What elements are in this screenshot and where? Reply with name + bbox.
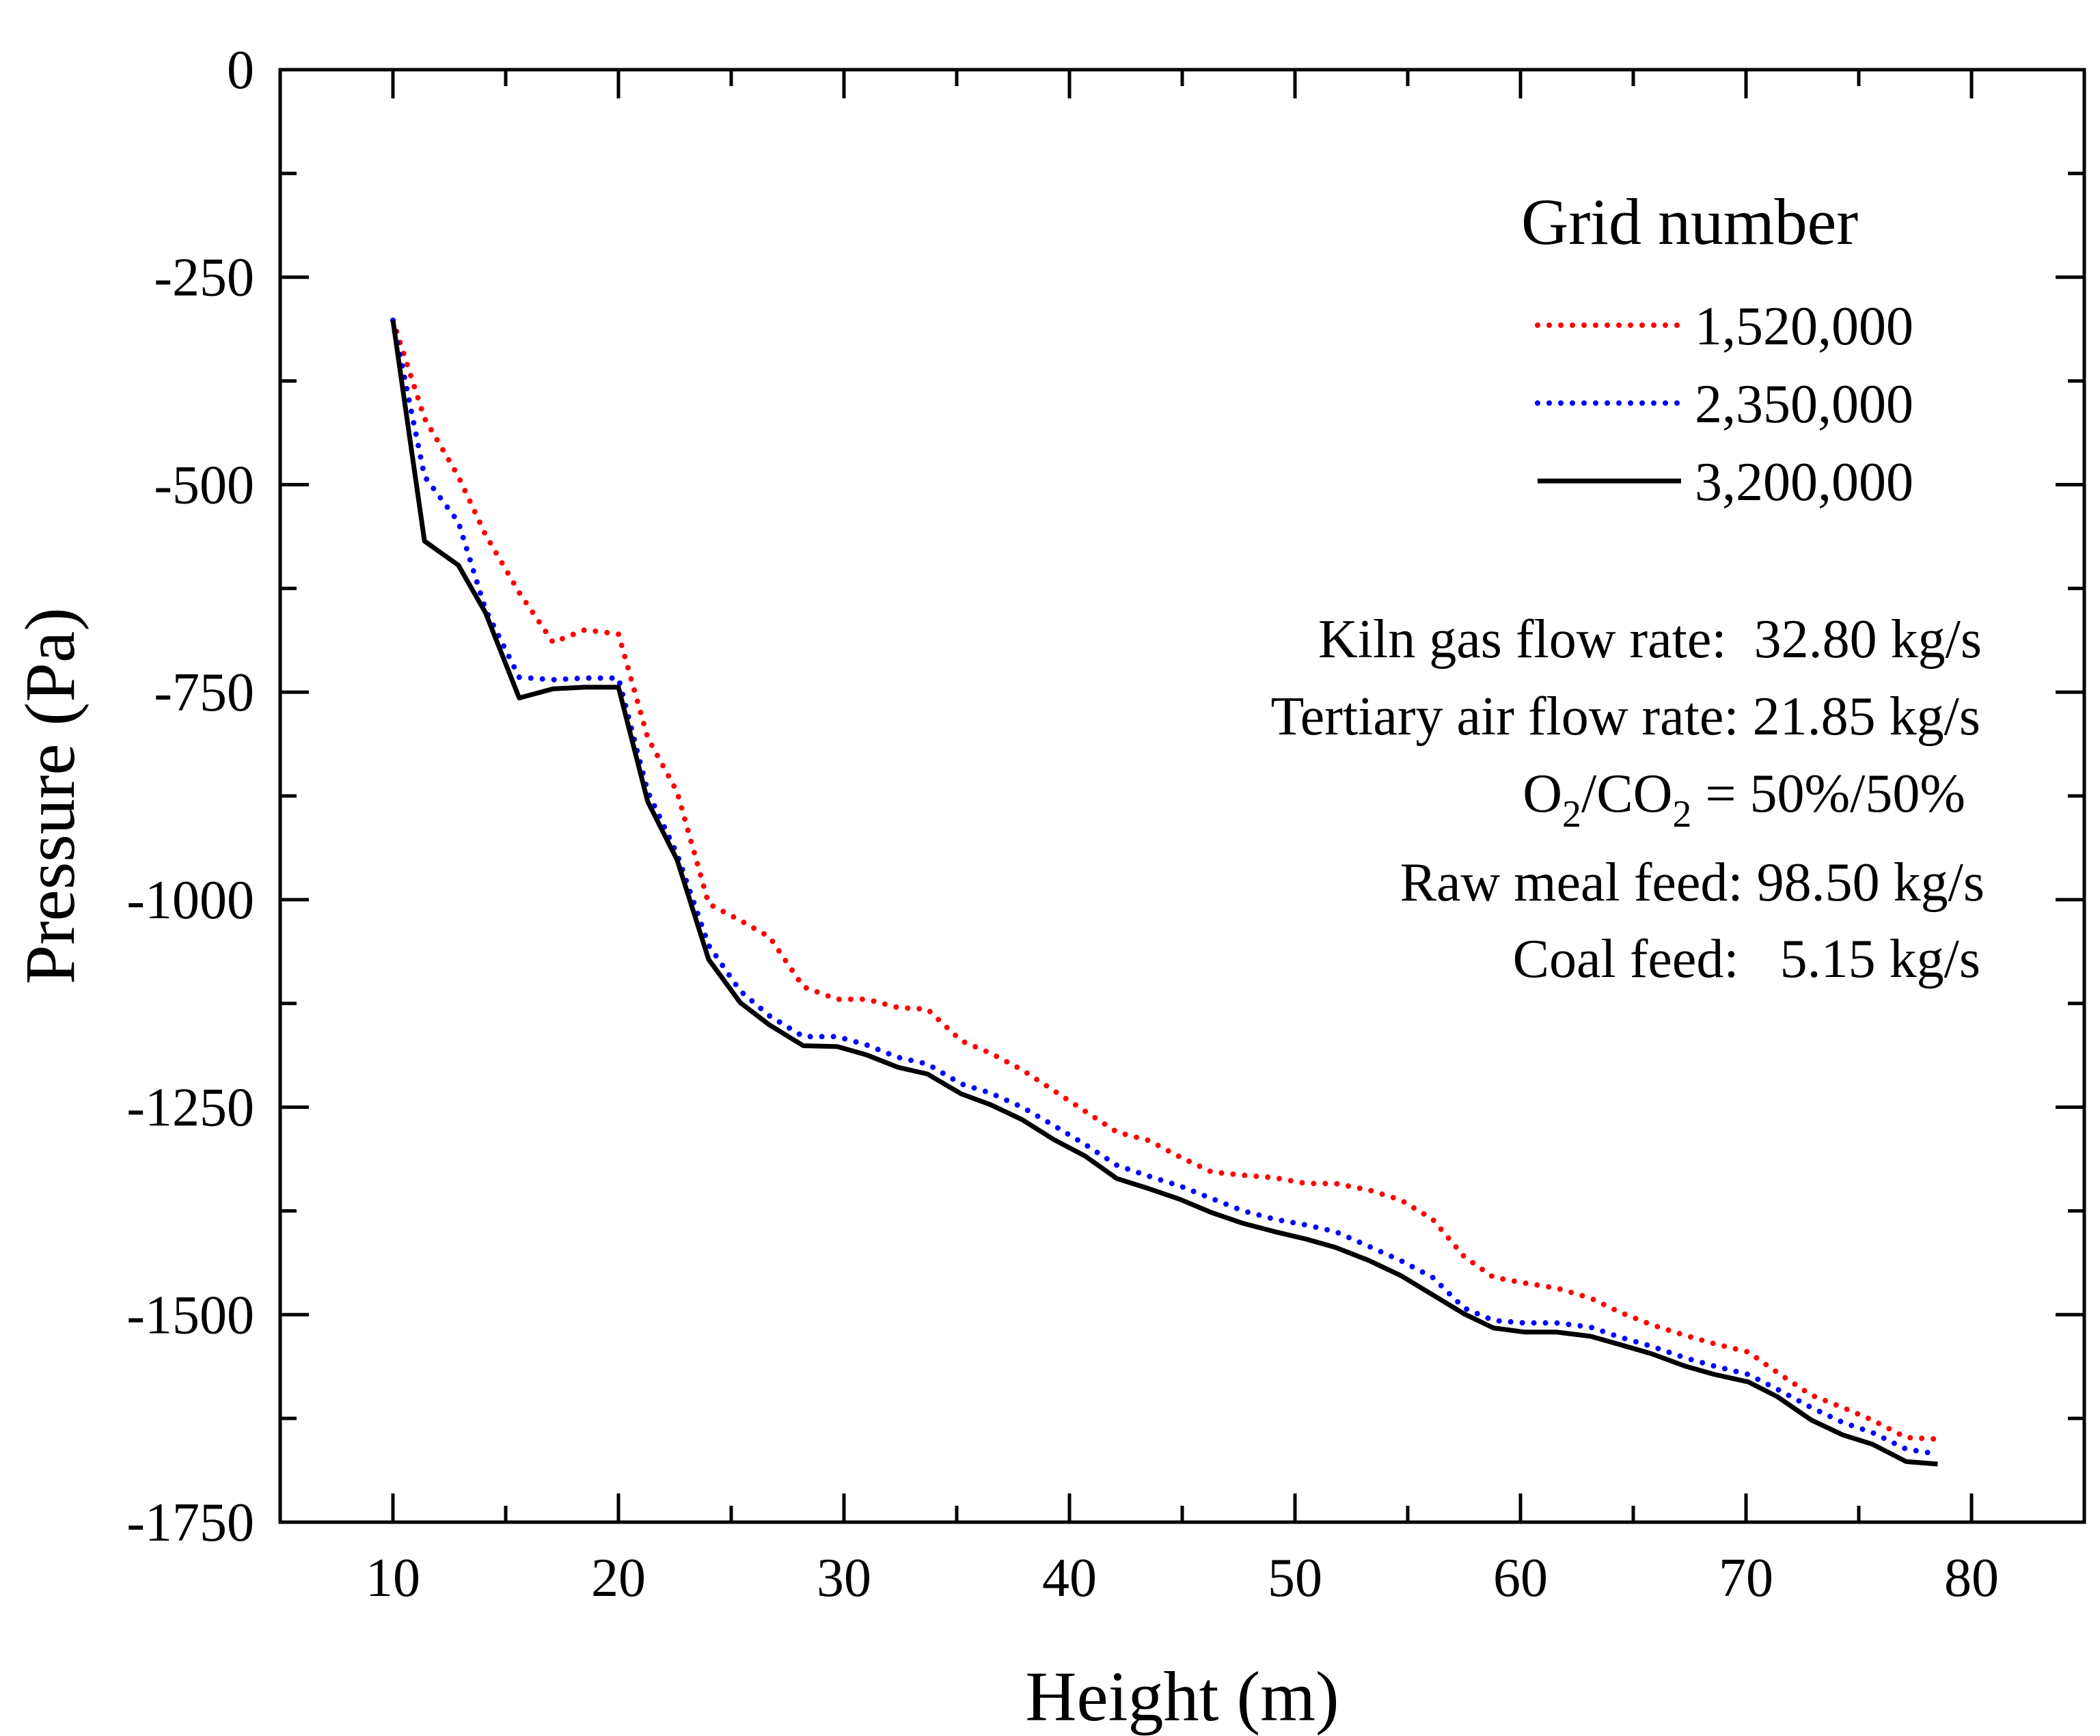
annotation-kiln-gas: Kiln gas flow rate: 32.80 kg/s bbox=[1318, 609, 1982, 670]
x-tick-label: 70 bbox=[1719, 1548, 1773, 1608]
x-tick-label: 50 bbox=[1268, 1548, 1322, 1608]
legend-title: Grid number bbox=[1521, 185, 1858, 258]
y-tick-label: -250 bbox=[154, 248, 254, 308]
legend-label-3: 3,200,000 bbox=[1695, 452, 1913, 512]
x-tick-label: 80 bbox=[1944, 1548, 1999, 1608]
o2-subscript: 2 bbox=[1562, 793, 1581, 836]
series-line-3 bbox=[390, 320, 1938, 1467]
plot-frame bbox=[278, 68, 2086, 1524]
x-tick-label: 10 bbox=[366, 1548, 420, 1608]
annotation-raw-meal: Raw meal feed: 98.50 kg/s bbox=[1400, 853, 1985, 913]
y-tick-label: -1750 bbox=[126, 1493, 254, 1553]
o2-text: O bbox=[1523, 764, 1562, 824]
y-tick-label: 0 bbox=[227, 40, 254, 100]
series-lines bbox=[390, 317, 1941, 1467]
x-tick-label: 60 bbox=[1493, 1548, 1548, 1608]
x-tick-label: 20 bbox=[591, 1548, 646, 1608]
y-tick-label: -750 bbox=[154, 663, 254, 723]
x-axis-title: Height (m) bbox=[1025, 1657, 1339, 1736]
co2-text: /CO bbox=[1581, 764, 1672, 824]
y-axis-title: Pressure (Pa) bbox=[11, 607, 90, 984]
series-line-1 bbox=[390, 317, 1941, 1442]
annotation-o2-co2: O2/CO2 = 50%/50% bbox=[1523, 764, 1965, 836]
annotation-coal-feed: Coal feed: 5.15 kg/s bbox=[1513, 929, 1980, 989]
x-tick-label: 30 bbox=[817, 1548, 871, 1608]
y-tick-label: -500 bbox=[154, 455, 254, 515]
legend-label-2: 2,350,000 bbox=[1695, 374, 1913, 435]
x-tick-label: 40 bbox=[1042, 1548, 1097, 1608]
legend: Grid number 1,520,000 2,350,000 3,200,000 bbox=[1521, 185, 1913, 512]
series-line-2 bbox=[390, 317, 1941, 1457]
annotations: Kiln gas flow rate: 32.80 kg/s Tertiary … bbox=[1270, 609, 1985, 989]
y-tick-label: -1500 bbox=[126, 1285, 254, 1345]
ratio-text: = 50%/50% bbox=[1691, 764, 1965, 824]
y-tick-label: -1000 bbox=[126, 870, 254, 931]
y-tick-label: -1250 bbox=[126, 1078, 254, 1138]
annotation-tertiary-air: Tertiary air flow rate: 21.85 kg/s bbox=[1270, 687, 1980, 747]
co2-subscript: 2 bbox=[1672, 793, 1691, 836]
tick-labels: 10 20 30 40 50 60 70 80 0 -250 -500 -750 -1000 -1250 -… bbox=[126, 40, 1999, 1608]
legend-label-1: 1,520,000 bbox=[1695, 297, 1913, 357]
